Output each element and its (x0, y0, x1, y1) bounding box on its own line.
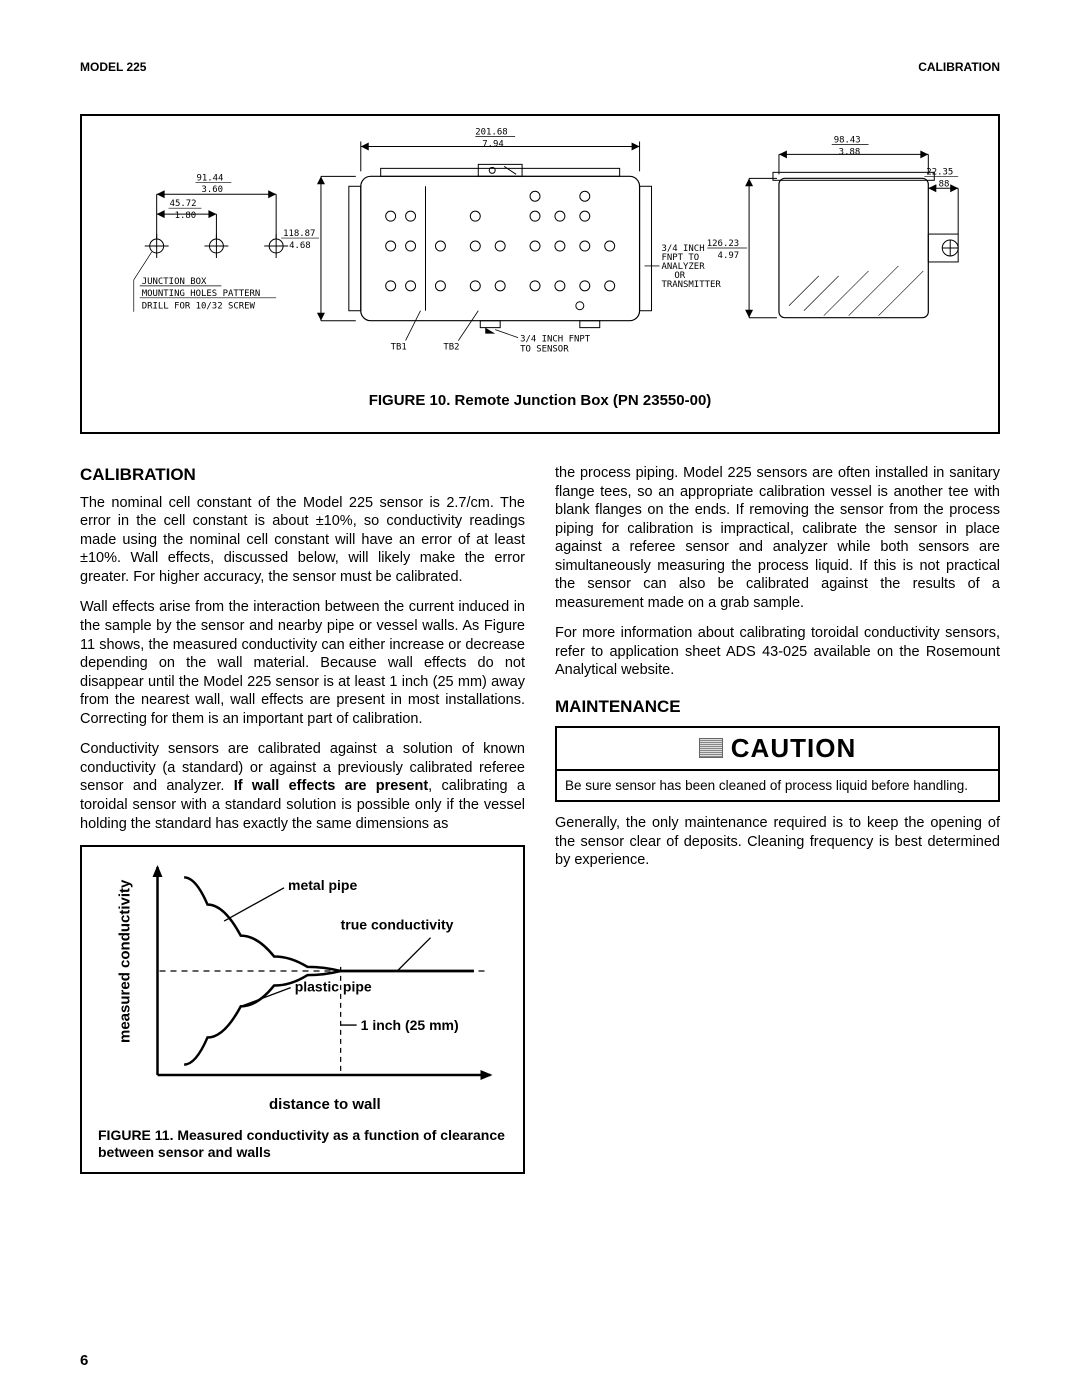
cal-para-1: The nominal cell constant of the Model 2… (80, 494, 525, 587)
maintenance-heading: MAINTENANCE (555, 696, 1000, 718)
svg-text:TO SENSOR: TO SENSOR (520, 345, 569, 355)
svg-text:measured conductivity: measured conductivity (117, 879, 134, 1043)
left-column: CALIBRATION The nominal cell constant of… (80, 464, 525, 1174)
caution-box: CAUTION Be sure sensor has been cleaned … (555, 726, 1000, 803)
caution-body: Be sure sensor has been cleaned of proce… (557, 771, 998, 800)
header-section: CALIBRATION (918, 60, 1000, 74)
cal-para-2: Wall effects arise from the interaction … (80, 598, 525, 728)
svg-text:118.87: 118.87 (283, 229, 315, 239)
maint-para-1: Generally, the only maintenance required… (555, 814, 1000, 870)
svg-text:3.88: 3.88 (839, 147, 861, 157)
figure-10-caption: FIGURE 10. Remote Junction Box (PN 23550… (82, 386, 998, 419)
svg-text:plastic pipe: plastic pipe (295, 979, 372, 995)
svg-text:22.35: 22.35 (926, 167, 953, 177)
figure-10-diagram: 201.68 7.94 91.44 3.60 45.72 (82, 116, 998, 386)
header-model: MODEL 225 (80, 60, 146, 74)
cal-para-5: For more information about calibrating t… (555, 624, 1000, 680)
svg-text:45.72: 45.72 (170, 199, 197, 209)
caution-icon (699, 738, 723, 758)
figure-11-chart: measured conductivity distance to wall met… (92, 857, 513, 1117)
cal-para-4: the process piping. Model 225 sensors ar… (555, 464, 1000, 612)
svg-text:1.80: 1.80 (175, 211, 197, 221)
svg-text:98.43: 98.43 (834, 135, 861, 145)
svg-text:126.23: 126.23 (707, 239, 739, 249)
figure-11: measured conductivity distance to wall met… (80, 845, 525, 1174)
svg-text:3/4 INCH FNPT: 3/4 INCH FNPT (520, 335, 591, 345)
svg-text:TB2: TB2 (443, 343, 459, 353)
svg-text:91.44: 91.44 (197, 173, 224, 183)
page-number: 6 (80, 1352, 88, 1369)
figure-11-caption: FIGURE 11. Measured conductivity as a fu… (92, 1123, 513, 1164)
svg-text:metal pipe: metal pipe (288, 877, 357, 893)
calibration-heading: CALIBRATION (80, 464, 525, 486)
svg-text:4.68: 4.68 (289, 241, 311, 251)
svg-text:DRILL FOR 10/32 SCREW: DRILL FOR 10/32 SCREW (142, 302, 256, 312)
body-columns: CALIBRATION The nominal cell constant of… (80, 464, 1000, 1174)
svg-text:MOUNTING HOLES PATTERN: MOUNTING HOLES PATTERN (142, 289, 261, 299)
caution-header: CAUTION (557, 728, 998, 771)
right-column: the process piping. Model 225 sensors ar… (555, 464, 1000, 1174)
svg-text:TB1: TB1 (391, 343, 407, 353)
svg-text:1 inch (25 mm): 1 inch (25 mm) (361, 1017, 459, 1033)
svg-text:JUNCTION BOX: JUNCTION BOX (142, 277, 207, 287)
svg-text:3.60: 3.60 (201, 185, 223, 195)
svg-text:.88: .88 (933, 179, 949, 189)
cal-para-3: Conductivity sensors are calibrated agai… (80, 740, 525, 833)
svg-text:TRANSMITTER: TRANSMITTER (661, 280, 721, 290)
svg-text:distance to wall: distance to wall (269, 1096, 381, 1113)
caution-title: CAUTION (731, 732, 856, 765)
svg-text:4.97: 4.97 (718, 251, 740, 261)
svg-text:7.94: 7.94 (482, 139, 504, 149)
svg-text:201.68: 201.68 (475, 128, 507, 138)
figure-10: 201.68 7.94 91.44 3.60 45.72 (80, 114, 1000, 434)
page-header: MODEL 225 CALIBRATION (80, 60, 1000, 74)
svg-text:true conductivity: true conductivity (341, 916, 454, 932)
